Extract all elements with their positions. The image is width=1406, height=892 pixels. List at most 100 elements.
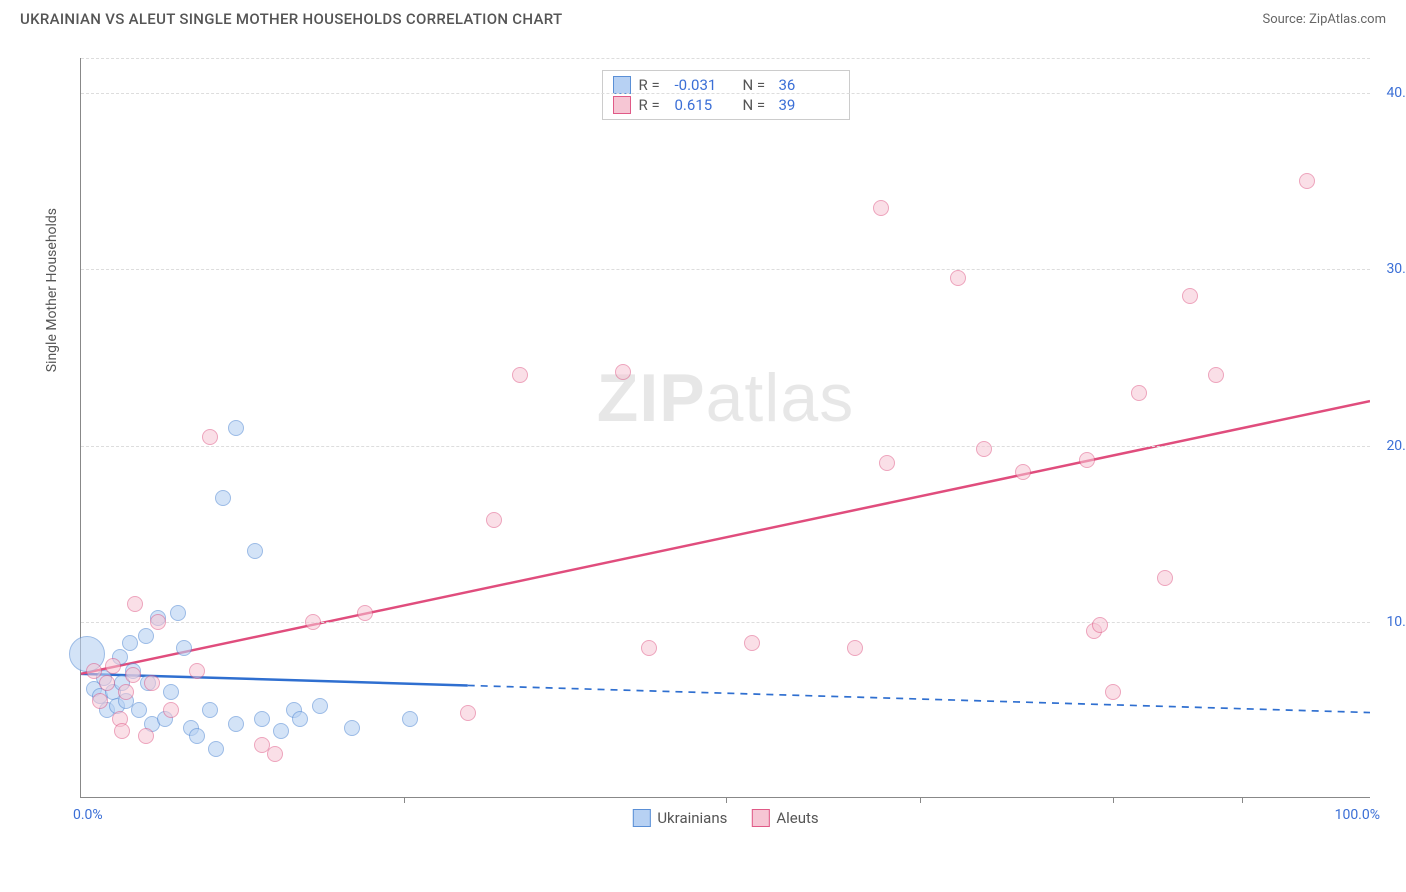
scatter-point xyxy=(228,716,244,732)
chart-title: UKRAINIAN VS ALEUT SINGLE MOTHER HOUSEHO… xyxy=(20,10,562,28)
scatter-point xyxy=(460,705,476,721)
chart-area: Single Mother Households ZIPatlas R =-0.… xyxy=(50,48,1390,828)
scatter-point xyxy=(273,723,289,739)
chart-header: UKRAINIAN VS ALEUT SINGLE MOTHER HOUSEHO… xyxy=(0,0,1406,34)
scatter-point xyxy=(247,543,263,559)
y-tick-label: 30.0% xyxy=(1386,261,1406,277)
legend-n-label: N = xyxy=(743,96,771,114)
scatter-point xyxy=(1079,452,1095,468)
scatter-point xyxy=(118,684,134,700)
scatter-point xyxy=(215,490,231,506)
scatter-point xyxy=(189,663,205,679)
scatter-plot: ZIPatlas R =-0.031N =36R =0.615N =39 Ukr… xyxy=(80,58,1370,798)
scatter-point xyxy=(122,635,138,651)
scatter-point xyxy=(105,658,121,674)
x-tick-label: 100.0% xyxy=(1335,807,1380,823)
scatter-point xyxy=(131,702,147,718)
scatter-point xyxy=(976,441,992,457)
h-gridline xyxy=(81,269,1370,270)
scatter-point xyxy=(86,663,102,679)
legend-r-value: -0.031 xyxy=(675,76,735,94)
scatter-point xyxy=(1131,385,1147,401)
scatter-point xyxy=(615,364,631,380)
scatter-point xyxy=(486,512,502,528)
scatter-point xyxy=(170,605,186,621)
scatter-point xyxy=(176,640,192,656)
h-gridline xyxy=(81,622,1370,623)
scatter-point xyxy=(873,200,889,216)
legend-item: Aleuts xyxy=(751,809,818,827)
scatter-point xyxy=(292,711,308,727)
scatter-point xyxy=(1157,570,1173,586)
scatter-point xyxy=(344,720,360,736)
y-tick-label: 20.0% xyxy=(1386,438,1406,454)
chart-source: Source: ZipAtlas.com xyxy=(1262,12,1386,27)
scatter-point xyxy=(1092,617,1108,633)
scatter-point xyxy=(402,711,418,727)
scatter-point xyxy=(189,728,205,744)
scatter-point xyxy=(512,367,528,383)
scatter-point xyxy=(950,270,966,286)
trend-line-dashed xyxy=(468,685,1370,712)
scatter-point xyxy=(208,741,224,757)
scatter-point xyxy=(202,429,218,445)
legend-r-label: R = xyxy=(639,96,667,114)
scatter-point xyxy=(138,628,154,644)
scatter-point xyxy=(744,635,760,651)
legend-n-label: N = xyxy=(743,76,771,94)
v-gridtick xyxy=(726,797,727,803)
scatter-point xyxy=(641,640,657,656)
scatter-point xyxy=(1299,173,1315,189)
scatter-point xyxy=(138,728,154,744)
scatter-point xyxy=(125,667,141,683)
correlation-legend: R = -0.031 N = 36 R = 0.615 N = 39 xyxy=(602,70,850,120)
legend-r-label: R = xyxy=(639,76,667,94)
scatter-point xyxy=(150,614,166,630)
v-gridtick xyxy=(404,797,405,803)
scatter-point xyxy=(202,702,218,718)
series-legend: Ukrainians Aleuts xyxy=(632,809,818,827)
scatter-point xyxy=(1105,684,1121,700)
scatter-point xyxy=(163,702,179,718)
legend-label: Aleuts xyxy=(776,809,818,827)
y-tick-label: 40.0% xyxy=(1386,85,1406,101)
legend-swatch xyxy=(613,76,631,94)
legend-swatch xyxy=(632,809,650,827)
scatter-point xyxy=(879,455,895,471)
scatter-point xyxy=(228,420,244,436)
legend-n-value: 39 xyxy=(779,96,839,114)
v-gridtick xyxy=(1242,797,1243,803)
v-gridtick xyxy=(1113,797,1114,803)
scatter-point xyxy=(312,698,328,714)
h-gridline xyxy=(81,446,1370,447)
legend-row: R = 0.615 N = 39 xyxy=(613,95,839,115)
legend-swatch xyxy=(613,96,631,114)
scatter-point xyxy=(92,693,108,709)
scatter-point xyxy=(114,723,130,739)
trend-lines xyxy=(81,58,1370,797)
y-tick-label: 10.0% xyxy=(1386,614,1406,630)
scatter-point xyxy=(1015,464,1031,480)
legend-r-value: 0.615 xyxy=(675,96,735,114)
scatter-point xyxy=(99,675,115,691)
scatter-point xyxy=(163,684,179,700)
scatter-point xyxy=(305,614,321,630)
watermark: ZIPatlas xyxy=(597,359,854,437)
scatter-point xyxy=(1208,367,1224,383)
legend-label: Ukrainians xyxy=(657,809,727,827)
h-gridline xyxy=(81,93,1370,94)
scatter-point xyxy=(847,640,863,656)
legend-row: R = -0.031 N = 36 xyxy=(613,75,839,95)
scatter-point xyxy=(127,596,143,612)
y-axis-label: Single Mother Households xyxy=(44,208,60,372)
scatter-point xyxy=(1182,288,1198,304)
trend-line-solid xyxy=(81,401,1370,674)
scatter-point xyxy=(254,711,270,727)
v-gridtick xyxy=(920,797,921,803)
h-gridline xyxy=(81,58,1370,59)
scatter-point xyxy=(144,675,160,691)
legend-item: Ukrainians xyxy=(632,809,727,827)
legend-swatch xyxy=(751,809,769,827)
legend-n-value: 36 xyxy=(779,76,839,94)
scatter-point xyxy=(267,746,283,762)
